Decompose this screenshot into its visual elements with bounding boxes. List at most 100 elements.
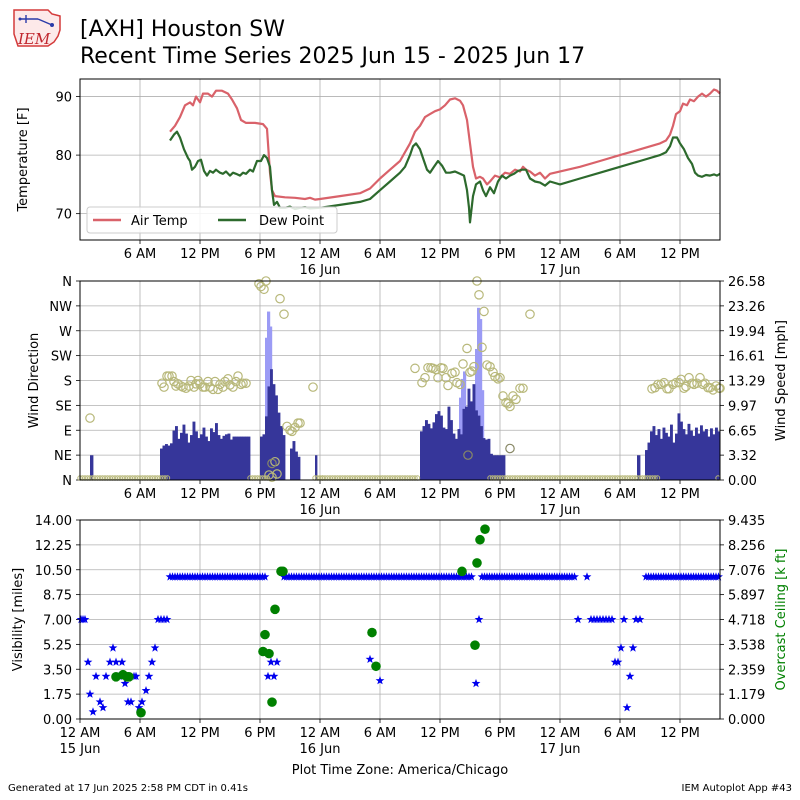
wind-speed-bar (295, 451, 298, 480)
temp-x-tick-label: 12 PM (420, 247, 460, 262)
wind-speed-bar (675, 433, 678, 480)
wind-direction-point (477, 342, 487, 353)
wind-x-tick-label: 12 PM (420, 487, 460, 502)
visibility-star (582, 572, 592, 581)
vis-x-tick-label: 6 AM (124, 726, 157, 741)
wind-speed-bar (185, 433, 188, 480)
legend-dew-point-label: Dew Point (259, 214, 324, 229)
ceiling-tick-label: 4.718 (728, 614, 765, 629)
wind-speed-bar (662, 427, 666, 480)
wind-speed-bar (717, 431, 721, 480)
visibility-star (150, 643, 160, 652)
ceiling-tick-label: 2.359 (728, 663, 765, 678)
wind-speed-bar (280, 426, 283, 480)
wind-speed-bar (215, 423, 218, 480)
wind-speed-bar (700, 425, 703, 480)
iem-logo: IEM (13, 9, 61, 48)
wind-direction-point (462, 343, 472, 354)
wind-speed-bar (480, 426, 483, 480)
wind-speed-bar (482, 438, 486, 480)
wind-direction-point (485, 361, 495, 372)
wind-direction-point (438, 363, 448, 374)
wind-speed-bar (470, 401, 473, 480)
wind-speed-axis-label: Wind Speed [mph] (774, 320, 789, 441)
wind-speed-bar (422, 426, 426, 480)
wind-speed-bar (702, 431, 706, 480)
wind-x-tick-label: 6 PM (484, 487, 515, 502)
visibility-star (266, 657, 276, 666)
wind-speed-tick-label: 26.58 (728, 275, 765, 290)
wind-direction-axis-label: Wind Direction (27, 333, 42, 429)
vis-x-tick-label: 12 PM (660, 726, 700, 741)
visibility-tick-label: 14.00 (35, 514, 72, 529)
wind-gust-bar (265, 337, 269, 480)
ceiling-tick-label: 0.000 (728, 713, 765, 728)
visibility-tick-label: 12.25 (35, 539, 72, 554)
visibility-star (263, 671, 273, 681)
wind-direction-tick-label: SW (51, 350, 72, 365)
wind-speed-bar (460, 434, 463, 480)
visibility-star (137, 697, 147, 706)
visibility-tick-label: 1.75 (43, 688, 72, 703)
wind-speed-bar (160, 448, 163, 480)
wind-speed-bar (427, 423, 431, 480)
temp-x-tick-label: 6 AM (604, 247, 637, 262)
visibility-star (260, 572, 270, 581)
wind-direction-tick-label: NE (54, 449, 72, 464)
wind-speed-bar (487, 438, 491, 480)
wind-speed-bar (275, 395, 278, 480)
wind-speed-bar (235, 436, 238, 480)
wind-direction-point (503, 398, 513, 409)
generated-footer: Generated at 17 Jun 2025 2:58 PM CDT in … (8, 783, 249, 794)
wind-speed-bar (450, 420, 453, 480)
visibility-star (95, 697, 105, 706)
wind-speed-tick-label: 9.97 (728, 399, 757, 414)
wind-speed-bar (710, 428, 713, 480)
wind-direction-tick-label: S (64, 375, 72, 390)
wind-direction-point (515, 383, 525, 394)
wind-speed-bar (452, 433, 456, 480)
visibility-star (126, 697, 136, 706)
wind-direction-point (215, 379, 225, 390)
wind-speed-bar (705, 429, 708, 480)
wind-direction-point (493, 374, 503, 384)
ceiling-point (475, 534, 485, 545)
temp-panel-frame (79, 78, 721, 241)
wind-speed-bar (165, 444, 168, 480)
wind-gust-bar (479, 319, 483, 480)
vis-x-tick-label: 6 AM (604, 726, 637, 741)
wind-speed-bar (697, 433, 701, 480)
wind-speed-bar (477, 415, 481, 480)
visibility-star (88, 707, 98, 716)
vis-panel-frame (79, 519, 721, 720)
wind-speed-bar (667, 436, 671, 480)
wind-x-tick-sublabel: 17 Jun (540, 503, 581, 518)
ceiling-point (267, 697, 277, 707)
visibility-star (272, 657, 282, 666)
visibility-star (573, 614, 583, 624)
wind-direction-point (525, 309, 535, 319)
wind-speed-bar (435, 414, 438, 480)
visibility-star (108, 643, 118, 652)
wind-speed-tick-label: 23.26 (728, 300, 765, 315)
wind-direction-point (474, 290, 484, 300)
visibility-star (467, 572, 476, 581)
wind-speed-bar (657, 429, 661, 480)
visibility-star (141, 686, 151, 695)
wind-speed-bar (650, 431, 653, 480)
visibility-star (117, 657, 127, 666)
wind-direction-tick-label: N (62, 275, 72, 290)
ceiling-point (124, 672, 134, 682)
ceiling-tick-label: 3.538 (728, 638, 765, 653)
visibility-star (98, 703, 108, 712)
vis-x-tick-sublabel: 17 Jun (540, 742, 581, 757)
wind-direction-point (295, 418, 305, 428)
temp-x-tick-label: 12 PM (180, 247, 220, 262)
wind-direction-point (238, 378, 248, 389)
wind-panel-frame (79, 280, 721, 481)
wind-direction-point (508, 391, 518, 401)
wind-direction-point (275, 293, 285, 304)
temp-x-tick-label: 12 AM (300, 247, 341, 262)
wind-speed-bar (262, 434, 266, 480)
temp-x-tick-sublabel: 16 Jun (300, 263, 341, 278)
